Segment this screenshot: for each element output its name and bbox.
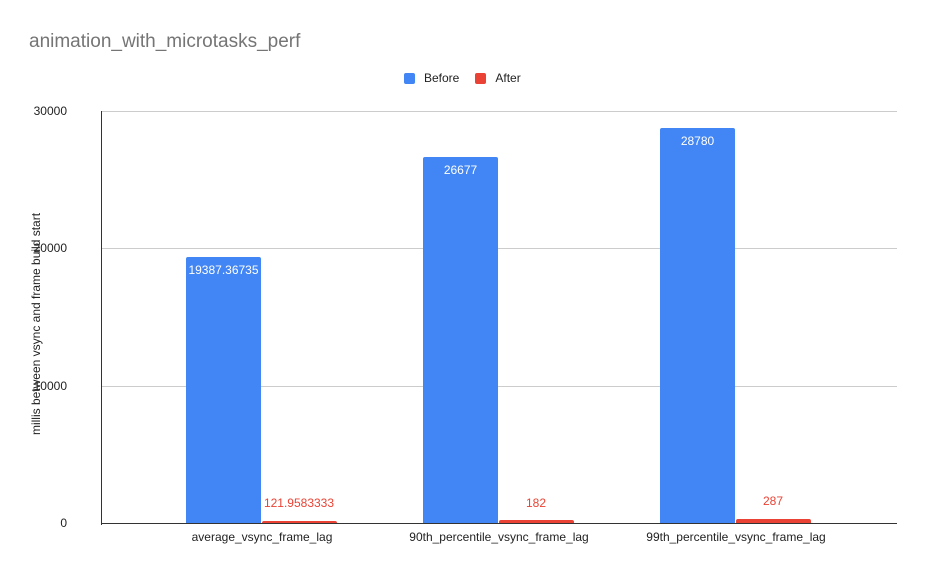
- legend-item-before[interactable]: Before: [404, 71, 459, 85]
- x-tick-average: average_vsync_frame_lag: [191, 530, 333, 544]
- bar-after-p90[interactable]: [499, 520, 574, 523]
- chart-title: animation_with_microtasks_perf: [29, 31, 301, 52]
- gridline-10000: [101, 386, 897, 387]
- bar-before-average[interactable]: 19387.36735: [186, 257, 261, 523]
- x-axis-line: [101, 523, 897, 524]
- y-tick-20000: 20000: [33, 241, 67, 255]
- bar-before-p99[interactable]: 28780: [660, 128, 735, 523]
- data-label-after-average: 121.9583333: [263, 496, 335, 510]
- data-label-before-p90: 26677: [443, 163, 478, 177]
- legend-label-before: Before: [424, 71, 460, 85]
- x-tick-p99: 99th_percentile_vsync_frame_lag: [646, 530, 826, 544]
- bar-before-p90[interactable]: 26677: [423, 157, 498, 523]
- y-axis-line: [101, 111, 102, 525]
- data-label-after-p90: 182: [525, 496, 547, 510]
- gridline-30000: [101, 111, 897, 112]
- y-tick-10000: 10000: [33, 379, 67, 393]
- legend-swatch-after: [475, 72, 487, 84]
- data-label-before-average: 19387.36735: [188, 263, 259, 277]
- bar-after-average[interactable]: [262, 521, 337, 523]
- data-label-after-p99: 287: [762, 494, 784, 508]
- bar-after-p99[interactable]: [736, 519, 811, 523]
- legend-swatch-before: [404, 72, 415, 84]
- plot-area: 30000 20000 10000 0 19387.36735 121.9583…: [34, 104, 897, 544]
- legend-label-after: After: [495, 71, 521, 85]
- x-tick-p90: 90th_percentile_vsync_frame_lag: [409, 530, 589, 544]
- y-tick-0: 0: [60, 516, 67, 530]
- y-tick-30000: 30000: [33, 104, 67, 118]
- data-label-before-p99: 28780: [680, 134, 715, 148]
- legend-item-after[interactable]: After: [475, 71, 521, 85]
- gridline-20000: [101, 248, 897, 249]
- legend: Before After: [404, 71, 537, 85]
